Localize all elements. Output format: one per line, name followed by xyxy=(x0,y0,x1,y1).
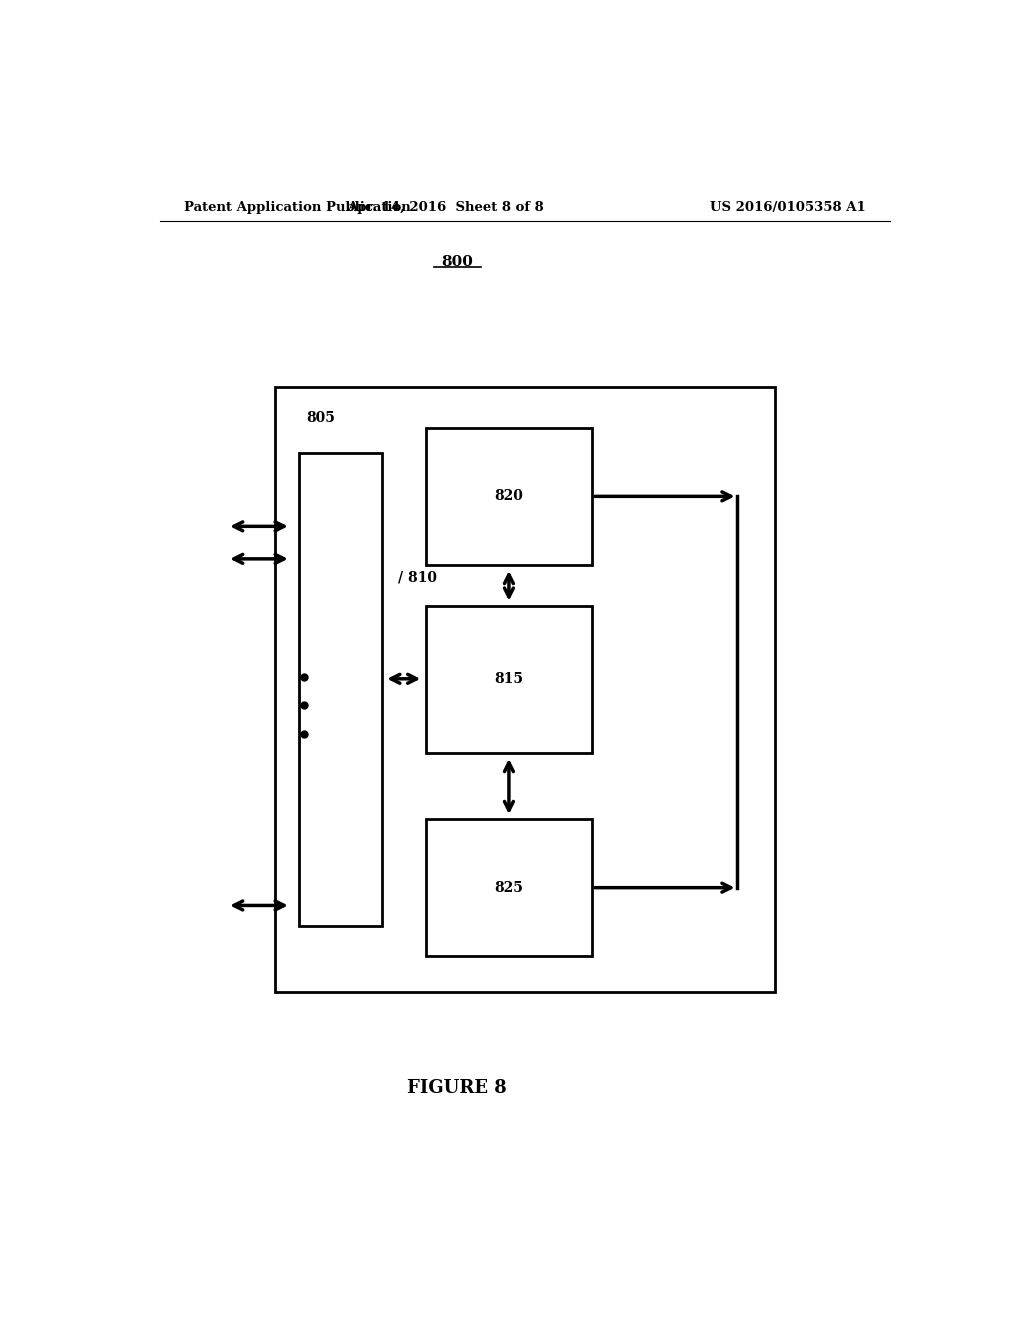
Bar xyxy=(426,818,592,956)
Text: 815: 815 xyxy=(495,672,523,686)
Text: Patent Application Publication: Patent Application Publication xyxy=(183,201,411,214)
Bar xyxy=(426,428,592,565)
Text: Apr. 14, 2016  Sheet 8 of 8: Apr. 14, 2016 Sheet 8 of 8 xyxy=(347,201,544,214)
Bar xyxy=(426,606,592,752)
Text: 825: 825 xyxy=(495,882,523,895)
Bar xyxy=(299,453,382,925)
Text: / 810: / 810 xyxy=(397,570,437,585)
Text: FIGURE 8: FIGURE 8 xyxy=(408,1080,507,1097)
Text: 805: 805 xyxy=(306,411,336,425)
Text: US 2016/0105358 A1: US 2016/0105358 A1 xyxy=(711,201,866,214)
Text: 820: 820 xyxy=(495,488,523,503)
Bar xyxy=(274,387,775,991)
Text: 800: 800 xyxy=(441,255,473,269)
